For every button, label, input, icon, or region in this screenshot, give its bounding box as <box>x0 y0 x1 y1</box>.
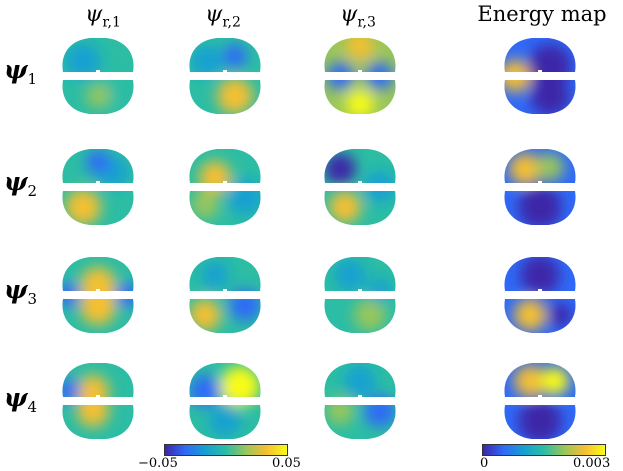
row-label-3: ψ3 <box>4 275 38 308</box>
brain-map-r4-c1 <box>62 363 134 439</box>
brain-map-r4-c2 <box>189 363 261 439</box>
column-header-1: ψr,1 <box>85 2 121 31</box>
brain-map-r4-c3 <box>324 363 396 439</box>
colorbar-energy-max: 0.003 <box>573 456 611 471</box>
brain-map-r1-c3 <box>324 38 396 114</box>
brain-map-r3-c1 <box>62 257 134 333</box>
column-header-energy-map: Energy map <box>477 2 607 26</box>
brain-map-r1-c4 <box>504 38 576 114</box>
brain-map-r2-c3 <box>324 149 396 225</box>
colorbar-modes-max: 0.05 <box>272 456 301 471</box>
column-header-3: ψr,3 <box>340 2 376 31</box>
colorbar-modes-min: −0.05 <box>138 456 178 471</box>
brain-map-r3-c4 <box>504 257 576 333</box>
colorbar-modes <box>164 444 288 456</box>
row-label-4: ψ4 <box>4 383 38 416</box>
brain-map-r2-c1 <box>62 149 134 225</box>
brain-map-r3-c3 <box>324 257 396 333</box>
brain-map-r2-c4 <box>504 149 576 225</box>
brain-map-r2-c2 <box>189 149 261 225</box>
brain-map-r4-c4 <box>504 363 576 439</box>
colorbar-energy <box>482 444 606 456</box>
colorbar-energy-min: 0 <box>480 456 489 471</box>
brain-map-r3-c2 <box>189 257 261 333</box>
brain-map-r1-c2 <box>189 38 261 114</box>
row-label-1: ψ1 <box>4 55 38 88</box>
row-label-2: ψ2 <box>4 167 38 200</box>
brain-map-r1-c1 <box>62 38 134 114</box>
column-header-2: ψr,2 <box>205 2 241 31</box>
